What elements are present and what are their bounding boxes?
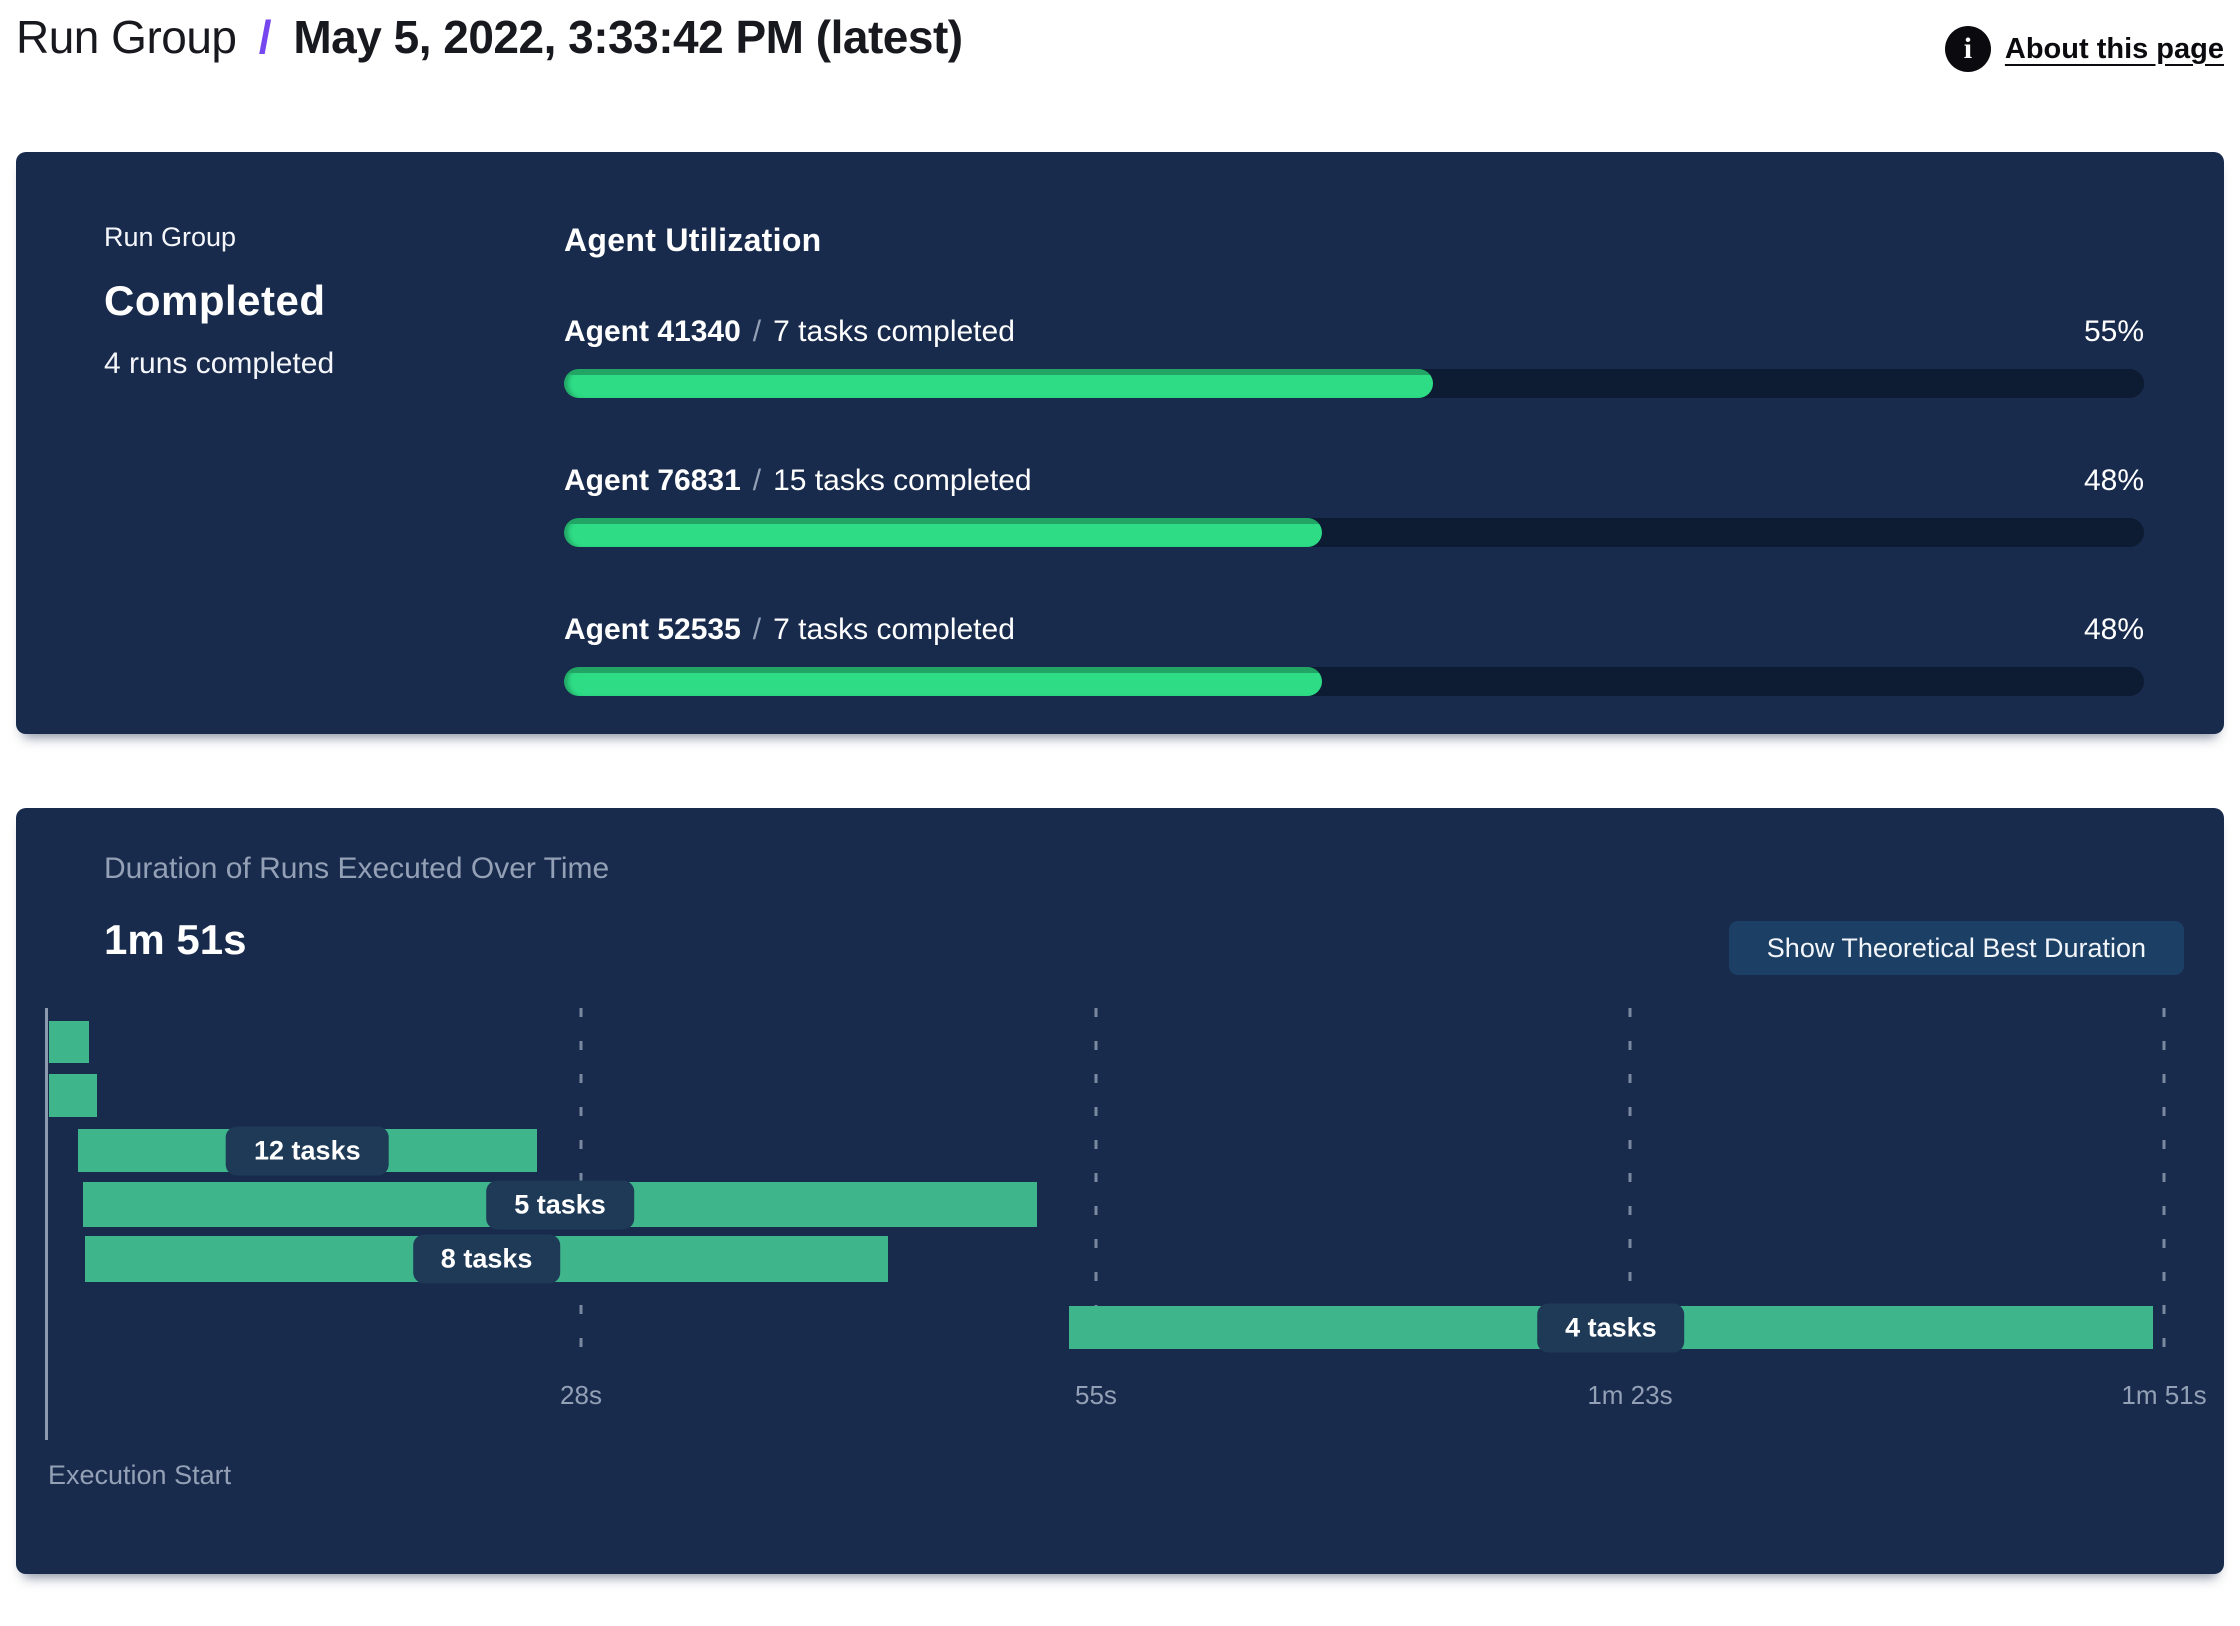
axis-tick-label: 1m 23s xyxy=(1587,1380,1673,1410)
run-bar[interactable] xyxy=(48,1074,97,1117)
agent-name: Agent 41340 xyxy=(564,315,741,348)
task-count-pill: 8 tasks xyxy=(412,1234,561,1284)
breadcrumb: Run Group / May 5, 2022, 3:33:42 PM (lat… xyxy=(16,10,963,64)
agent-separator: / xyxy=(752,464,762,497)
show-theoretical-best-duration-button[interactable]: Show Theoretical Best Duration xyxy=(1728,921,2184,975)
agent-utilization-percent: 48% xyxy=(2083,613,2144,646)
utilization-bar-fill xyxy=(564,667,1323,696)
page-title: May 5, 2022, 3:33:42 PM (latest) xyxy=(293,11,963,63)
axis-tick-label: 28s xyxy=(560,1380,602,1410)
agent-utilization-row: Agent 52535 / 7 tasks completed 48% xyxy=(564,613,2144,696)
agent-separator: / xyxy=(752,613,762,646)
info-icon: i xyxy=(1944,26,1991,72)
page-header: Run Group / May 5, 2022, 3:33:42 PM (lat… xyxy=(0,0,2240,72)
run-bar-12-tasks[interactable]: 12 tasks xyxy=(77,1126,538,1175)
breadcrumb-run-group[interactable]: Run Group xyxy=(16,11,237,63)
utilization-bar-track xyxy=(564,518,2144,547)
axis-tick-label: 1m 51s xyxy=(2121,1380,2207,1410)
agent-utilization-panel: Agent Utilization Agent 41340 / 7 tasks … xyxy=(564,222,2144,734)
agent-utilization-row: Agent 76831 / 15 tasks completed 48% xyxy=(564,464,2144,547)
task-count-pill: 5 tasks xyxy=(486,1180,634,1229)
agent-tasks-completed: 15 tasks completed xyxy=(773,464,1032,497)
status-text: Completed xyxy=(104,277,326,324)
task-count-pill: 4 tasks xyxy=(1537,1303,1685,1352)
agent-utilization-percent: 48% xyxy=(2083,464,2144,497)
axis-tick-label: 55s xyxy=(1074,1380,1117,1410)
agent-utilization-title: Agent Utilization xyxy=(564,222,822,258)
utilization-bar-track xyxy=(564,667,2144,696)
gridline-1m23s xyxy=(1628,1008,1632,1370)
agent-separator: / xyxy=(752,315,762,348)
agent-name: Agent 76831 xyxy=(564,464,741,497)
agent-name: Agent 52535 xyxy=(564,613,741,646)
utilization-bar-fill xyxy=(564,369,1433,398)
run-bar-5-tasks[interactable]: 5 tasks xyxy=(83,1180,1037,1229)
agent-tasks-completed: 7 tasks completed xyxy=(773,315,1015,348)
agent-utilization-row: Agent 41340 / 7 tasks completed 55% xyxy=(564,315,2144,398)
run-bar-4-tasks[interactable]: 4 tasks xyxy=(1069,1303,2153,1352)
runs-completed-text: 4 runs completed xyxy=(104,347,335,380)
agent-line: Agent 52535 / 7 tasks completed 48% xyxy=(564,613,2144,647)
agent-tasks-completed: 7 tasks completed xyxy=(773,613,1015,646)
duration-chart-card: Duration of Runs Executed Over Time 1m 5… xyxy=(16,808,2224,1574)
agent-utilization-percent: 55% xyxy=(2083,315,2144,348)
run-bar[interactable] xyxy=(48,1021,89,1063)
total-duration-value: 1m 51s xyxy=(104,916,247,963)
utilization-bar-fill xyxy=(564,518,1323,547)
execution-start-label: Execution Start xyxy=(48,1460,232,1490)
run-group-status-panel: Run Group Completed 4 runs completed xyxy=(104,222,564,734)
gridline-1m51s xyxy=(2162,1008,2166,1370)
run-bar-8-tasks[interactable]: 8 tasks xyxy=(85,1234,889,1284)
agent-line: Agent 76831 / 15 tasks completed 48% xyxy=(564,464,2144,498)
about-this-page[interactable]: i About this page xyxy=(1944,26,2224,72)
breadcrumb-separator: / xyxy=(258,11,272,63)
run-group-summary-card: Run Group Completed 4 runs completed Age… xyxy=(16,152,2224,734)
utilization-bar-track xyxy=(564,369,2144,398)
duration-chart-title: Duration of Runs Executed Over Time xyxy=(104,852,610,885)
gridline-55s xyxy=(1094,1008,1098,1370)
execution-start-axis-line xyxy=(45,1008,48,1440)
task-count-pill: 12 tasks xyxy=(226,1126,389,1175)
about-link[interactable]: About this page xyxy=(2004,32,2224,65)
agent-rows: Agent 41340 / 7 tasks completed 55% Agen… xyxy=(564,315,2144,696)
run-group-label: Run Group xyxy=(104,222,237,252)
agent-line: Agent 41340 / 7 tasks completed 55% xyxy=(564,315,2144,349)
gantt-chart: 28s 55s 1m 23s 1m 51s 12 tasks 5 tasks 8 tasks… xyxy=(45,1008,2207,1440)
